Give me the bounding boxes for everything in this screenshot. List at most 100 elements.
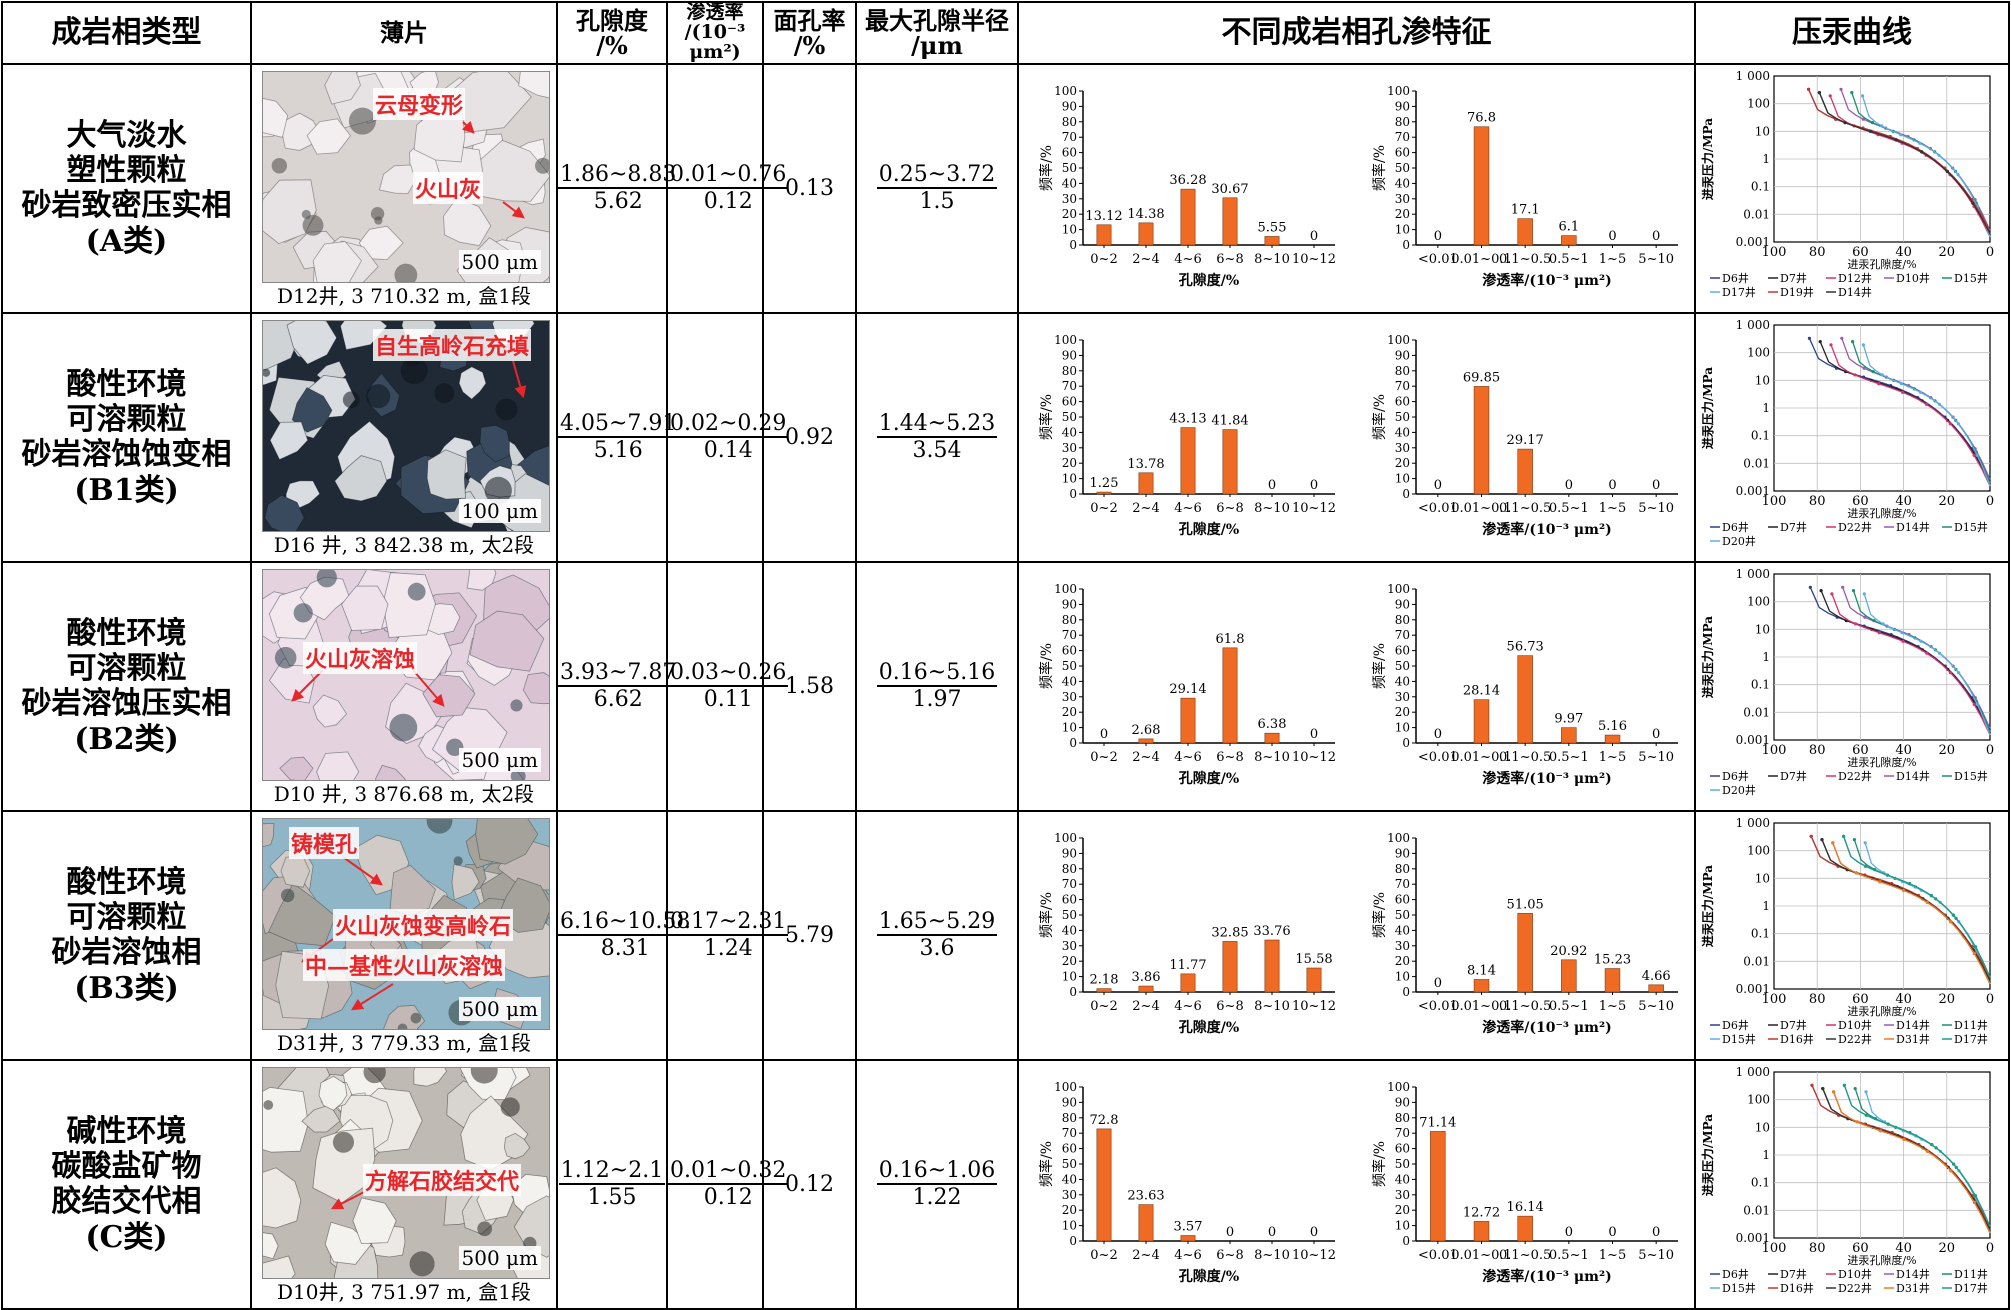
porosity-cell: 3.93~7.87 6.62: [556, 560, 679, 812]
annotation-label: 云母变形: [373, 87, 466, 120]
y-axis-label: 频率/%: [1038, 394, 1055, 440]
bar-value-label: 32.85: [1212, 926, 1249, 941]
annotation-label: 火山灰: [413, 171, 484, 204]
y-tick-label: 100: [1387, 582, 1410, 596]
y-tick-label: 10: [1062, 970, 1077, 984]
y-tick-label: 40: [1394, 177, 1409, 191]
y-tick-label: 0.01: [1743, 208, 1770, 222]
x-tick-label: 5~10: [1638, 501, 1674, 516]
y-tick-label: 80: [1394, 862, 1409, 876]
y-tick-label: 60: [1394, 395, 1409, 409]
bar-value-label: 36.28: [1170, 173, 1207, 188]
y-tick-label: 0: [1070, 238, 1078, 252]
permeability-cell-mean: 0.14: [703, 438, 753, 464]
scale-bar: 500 μm: [458, 249, 541, 274]
bar: [1648, 984, 1664, 993]
y-tick-label: 20: [1394, 208, 1409, 222]
y-tick-label: 80: [1394, 1111, 1409, 1125]
legend-entry: D20井: [1722, 534, 1756, 548]
y-tick-label: 100: [1747, 346, 1770, 360]
x-tick-label: 100: [1762, 245, 1787, 260]
y-tick-label: 100: [1054, 333, 1077, 347]
annotation-label: 中—基性火山灰溶蚀: [303, 948, 506, 981]
y-tick-label: 20: [1394, 706, 1409, 720]
y-tick-label: 40: [1394, 675, 1409, 689]
porosity-cell-range: 4.05~7.91: [558, 411, 679, 439]
x-tick-label: 40: [1895, 494, 1912, 509]
mercury-curve: [1864, 843, 1991, 985]
x-tick-label: 0~2: [1091, 252, 1118, 267]
y-axis-label: 频率/%: [1038, 145, 1055, 191]
facies-type-line: (C类): [85, 1219, 168, 1255]
x-axis-label: 孔隙度/%: [1179, 770, 1239, 787]
porosity-cell: 4.05~7.91 5.16: [556, 311, 679, 563]
x-tick-label: <0.01: [1418, 252, 1458, 267]
y-axis-label: 进汞压力/MPa: [1700, 1114, 1715, 1196]
x-tick-label: 0.01~0.1: [1451, 999, 1512, 1014]
x-tick-label: 10~12: [1292, 750, 1336, 765]
frequency-bar-chart-7: 0102030405060708090100频率/%0<0.018.140.01…: [1371, 831, 1678, 1036]
y-tick-label: 80: [1062, 115, 1077, 129]
x-tick-label: 60: [1852, 245, 1869, 260]
mercury-curve: [1820, 590, 1991, 733]
x-tick-label: 10~12: [1292, 1248, 1336, 1263]
y-tick-label: 50: [1062, 908, 1077, 922]
facies-type-cell: 酸性环境 可溶颗粒 砂岩溶蚀蚀变相 (B1类): [1, 311, 252, 563]
y-tick-label: 1: [1762, 899, 1770, 913]
x-tick-label: <0.01: [1418, 750, 1458, 765]
porosity-cell-mean: 5.62: [593, 189, 643, 215]
y-tick-label: 60: [1394, 146, 1409, 160]
bar-value-label: 0: [1100, 727, 1108, 742]
bar-value-label: 0: [1310, 1225, 1318, 1240]
x-tick-label: 6~8: [1217, 1248, 1244, 1263]
thin-section-cell: 铸模孔 火山灰蚀变高岭石 中—基性火山灰溶蚀 500 μm D31井, 3 779.33…: [250, 809, 558, 1061]
facies-type-line: 塑性颗粒: [66, 152, 187, 188]
y-axis-label: 进汞压力/MPa: [1700, 865, 1715, 947]
y-axis-label: 频率/%: [1038, 1141, 1055, 1187]
bar-value-label: 0: [1433, 478, 1441, 493]
bar-value-label: 11.77: [1170, 958, 1207, 973]
y-axis-label: 频率/%: [1371, 643, 1388, 689]
y-tick-label: 50: [1394, 161, 1409, 175]
bar-value-label: 17.1: [1510, 203, 1539, 218]
y-tick-label: 50: [1394, 1157, 1409, 1171]
y-tick-label: 0.01: [1743, 955, 1770, 969]
y-axis-label: 进汞压力/MPa: [1700, 616, 1715, 698]
bar-value-label: 71.14: [1419, 1116, 1456, 1131]
bar-value-label: 3.57: [1174, 1220, 1203, 1235]
frequency-bar-chart-1: 0102030405060708090100频率/%0<0.0176.80.01…: [1371, 84, 1678, 289]
mercury-curve: [1842, 836, 1991, 978]
y-axis-label: 频率/%: [1371, 1141, 1388, 1187]
pore-perm-feature-cell: 0 10 20 30 40 50 60 70 80 90 100 频率/% 1.25 0~2 13.78 2~…: [1017, 311, 1696, 563]
x-tick-label: 80: [1809, 992, 1826, 1007]
x-tick-label: 1~5: [1599, 999, 1626, 1014]
porosity-cell-range: 1.12~2.1: [558, 1158, 666, 1186]
y-tick-label: 30: [1062, 192, 1077, 206]
mercury-curve: [1842, 587, 1991, 729]
bar-value-label: 28.14: [1463, 684, 1500, 699]
bar-value-label: 0: [1652, 727, 1660, 742]
bar: [1306, 968, 1322, 993]
bar-value-label: 13.12: [1086, 209, 1123, 224]
x-tick-label: 1~5: [1599, 1248, 1626, 1263]
bar: [1222, 647, 1238, 744]
x-tick-label: 60: [1852, 1241, 1869, 1256]
legend-entry: D22井: [1838, 520, 1872, 534]
facies-type-line: 酸性环境: [66, 366, 187, 402]
porosity-cell-range: 1.86~8.83: [558, 162, 679, 190]
x-tick-label: 4~6: [1175, 1248, 1202, 1263]
bar-value-label: 61.8: [1216, 632, 1245, 647]
mercury-curve: [1842, 836, 1991, 978]
mercury-curve: [1821, 839, 1991, 982]
y-tick-label: 0.001: [1736, 733, 1770, 747]
facies-type-line: 可溶颗粒: [66, 650, 187, 686]
x-tick-label: 6~8: [1217, 252, 1244, 267]
annotation-arrows: [291, 669, 445, 707]
x-tick-label: 0.5~1: [1549, 1248, 1589, 1263]
y-tick-label: 90: [1394, 1096, 1409, 1110]
bar-value-label: 15.23: [1594, 953, 1631, 968]
header-pore-perm-features: 不同成岩相孔渗特征: [1017, 1, 1696, 65]
facies-row: 大气淡水 塑性颗粒 砂岩致密压实相 (A类) 云母变形 火山灰 500 μm D12井, 3 …: [1, 62, 2010, 314]
header-surface-porosity: 面孔率/%: [762, 1, 857, 65]
legend-entry: D17井: [1954, 1281, 1988, 1295]
